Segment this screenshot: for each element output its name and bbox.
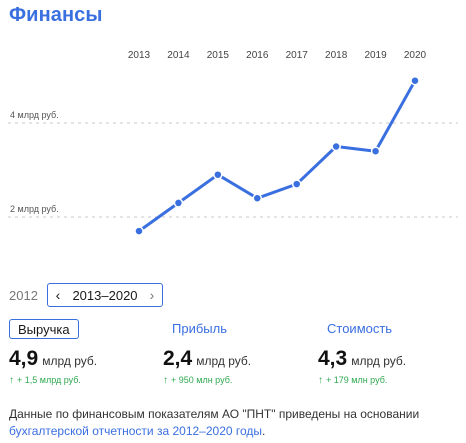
source-report-link[interactable]: бухгалтерской отчетности за 2012–2020 го… — [9, 424, 263, 438]
metric-unit: млрд руб. — [42, 354, 98, 368]
chart-series-line — [137, 79, 417, 233]
range-current-label: 2013–2020 — [72, 288, 138, 303]
y-axis-label: 2 млрд руб. — [10, 204, 59, 214]
chart-gridlines — [8, 122, 458, 218]
arrow-up-icon: ↑ — [163, 375, 168, 386]
range-current-box[interactable]: ‹ 2013–2020 › — [47, 283, 163, 307]
source-note-tail: . — [262, 424, 266, 438]
tab-cost[interactable]: Стоимость — [327, 321, 393, 336]
metric-value: 2,4 — [163, 347, 193, 370]
data-point-2019 — [370, 146, 381, 156]
metric-revenue: Выручка 4,9 млрд руб. ↑ + 1,5 млрд руб. — [9, 319, 97, 386]
metric-value: 4,3 — [318, 347, 348, 370]
data-point-2018 — [331, 141, 341, 152]
x-tick-label-2013: 2013 — [128, 50, 151, 61]
metric-profit: Прибыль 2,4 млрд руб. ↑ + 950 млн руб. — [163, 319, 251, 386]
x-tick-label-2018: 2018 — [325, 50, 348, 61]
metric-unit: млрд руб. — [196, 354, 252, 368]
data-point-2013 — [134, 226, 144, 236]
metric-value-cost: Стоимость 4,3 млрд руб. ↑ + 179 млн руб. — [318, 319, 406, 386]
metric-delta: ↑ + 1,5 млрд руб. — [9, 375, 97, 386]
data-point-2015 — [213, 169, 223, 180]
data-point-2016 — [252, 193, 263, 203]
year-range-selector: 2012 ‹ 2013–2020 › — [9, 283, 309, 309]
revenue-series-line — [137, 79, 417, 233]
x-tick-label-2015: 2015 — [207, 50, 230, 61]
metric-delta-text: + 1,5 млрд руб. — [17, 375, 81, 385]
source-note-text: Данные по финансовым показателям АО "ПНТ… — [9, 407, 420, 421]
y-axis-label: 4 млрд руб. — [10, 110, 59, 120]
x-tick-label-2014: 2014 — [167, 50, 190, 61]
page-title: Финансы — [9, 4, 103, 26]
data-point-2017 — [291, 179, 302, 189]
chevron-left-icon[interactable]: ‹ — [55, 287, 61, 303]
arrow-up-icon: ↑ — [9, 375, 14, 386]
x-tick-label-2016: 2016 — [246, 50, 269, 61]
tab-revenue[interactable]: Выручка — [9, 319, 79, 339]
tab-profit[interactable]: Прибыль — [172, 321, 227, 336]
range-start-year[interactable]: 2012 — [9, 288, 38, 303]
data-point-2020 — [410, 75, 420, 86]
x-tick-label-2017: 2017 — [286, 50, 309, 61]
chart-x-labels: 2013 2014 2015 2016 2017 2018 2019 2020 — [128, 50, 427, 61]
chart-points — [134, 75, 420, 236]
metric-delta: ↑ + 179 млн руб. — [318, 375, 406, 386]
metric-delta-text: + 179 млн руб. — [326, 375, 388, 385]
metric-delta-text: + 950 млн руб. — [171, 375, 233, 385]
source-note: Данные по финансовым показателям АО "ПНТ… — [9, 406, 459, 440]
metric-delta: ↑ + 950 млн руб. — [163, 375, 251, 386]
arrow-up-icon: ↑ — [318, 375, 323, 386]
chevron-right-icon[interactable]: › — [149, 287, 155, 303]
data-point-2014 — [173, 198, 184, 208]
chart-y-labels: 4 млрд руб. 2 млрд руб. — [10, 110, 59, 214]
metric-value: 4,9 — [9, 347, 39, 370]
revenue-line-chart: 4 млрд руб.2 млрд руб. 2013 2014 2015 2016 2… — [8, 50, 458, 236]
x-tick-label-2019: 2019 — [364, 50, 387, 61]
metric-unit: млрд руб. — [351, 354, 407, 368]
x-tick-label-2020: 2020 — [404, 50, 427, 61]
